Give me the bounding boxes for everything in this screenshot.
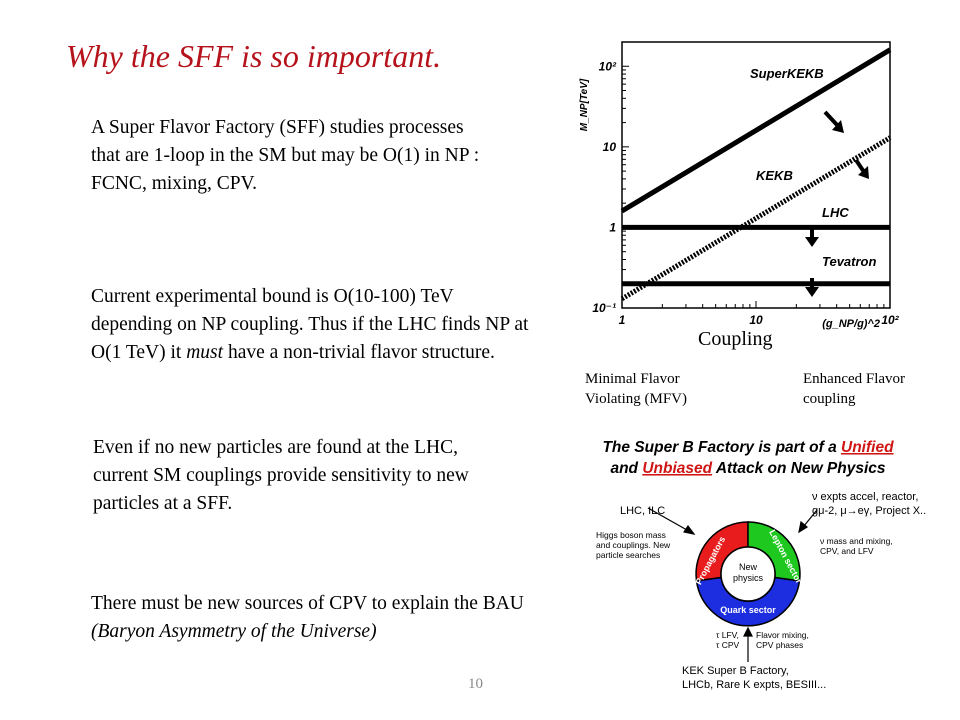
label-higgs-3: particle searches — [596, 550, 660, 560]
label-nu-mass-2: CPV, and LFV — [820, 546, 874, 556]
label-tau-2: τ CPV — [716, 640, 740, 650]
arrow-lhc — [805, 227, 819, 247]
arrow-superkekb — [823, 110, 844, 133]
paragraph-bound-emphasis: must — [186, 342, 224, 363]
paragraph-sm-couplings: Even if no new particles are found at th… — [93, 437, 469, 514]
paragraph-cpv-text: There must be new sources of CPV to expl… — [91, 593, 524, 614]
y-tick-label: 10 — [603, 140, 617, 154]
label-nu-expts-2: gμ-2, μ→eγ, Project X.. — [812, 505, 926, 517]
caption-enhanced: Enhanced Flavor coupling — [803, 369, 905, 409]
diagram-title-line1: The Super B Factory is part of a Unified — [602, 439, 894, 456]
diagram-title-line2: and Unbiased Attack on New Physics — [610, 460, 885, 477]
ring-center-line2: physics — [733, 573, 764, 583]
coupling-label: Coupling — [698, 328, 773, 350]
paragraph-bound-text: Current experimental bound is O(10-100) … — [91, 286, 529, 363]
series-label-kekb: KEKB — [756, 168, 793, 183]
caption-mfv: Minimal Flavor Violating (MFV) — [585, 369, 687, 409]
diagram-arrows — [647, 507, 818, 662]
slide-title: Why the SFF is so important. — [66, 38, 442, 74]
label-flavor-1: Flavor mixing, — [756, 630, 809, 640]
series-layer — [620, 47, 892, 301]
x-tick-label: 10² — [881, 313, 899, 327]
label-tau-1: τ LFV, — [716, 630, 739, 640]
label-kek-2: LHCb, Rare K expts, BESIII... — [682, 679, 826, 691]
x-tick-label: 1 — [619, 313, 626, 327]
caption-enhanced-line1: Enhanced Flavor — [803, 371, 906, 387]
ring-center-line1: New — [739, 562, 758, 572]
label-higgs-1: Higgs boson mass — [596, 530, 666, 540]
series-line-kekb — [620, 135, 892, 301]
paragraph-cpv-sources: There must be new sources of CPV to expl… — [91, 590, 531, 646]
page-number: 10 — [468, 676, 483, 692]
paragraph-bound-text-end: have a non-trivial flavor structure. — [223, 342, 495, 363]
caption-mfv-line1: Minimal Flavor — [585, 371, 680, 387]
ring-label-quark: Quark sector — [720, 605, 776, 615]
super-b-diagram: The Super B Factory is part of a Unified… — [596, 439, 926, 691]
arrow-tevatron — [805, 278, 819, 297]
x-axis-label: (g_NP/g)^2 — [822, 318, 880, 330]
y-tick-label: 10⁻¹ — [592, 301, 616, 315]
paragraph-experimental-bound: Current experimental bound is O(10-100) … — [91, 283, 531, 367]
physics-ring: New physics Propagators Lepton sector Qu… — [693, 521, 804, 627]
series-label-lhc: LHC — [822, 205, 849, 220]
x-tick-label: 10 — [749, 313, 763, 327]
paragraph-cpv-emphasis: (Baryon Asymmetry of the Universe) — [91, 621, 377, 642]
paragraph-sff-studies: A Super Flavor Factory (SFF) studies pro… — [91, 117, 480, 194]
label-nu-mass-1: ν mass and mixing, — [820, 536, 893, 546]
y-axis-label: M_NP[TeV] — [579, 78, 590, 131]
series-label-superkekb: SuperKEKB — [750, 66, 824, 81]
series-label-tevatron: Tevatron — [822, 254, 876, 269]
label-flavor-2: CPV phases — [756, 640, 803, 650]
caption-enhanced-line2: coupling — [803, 391, 856, 407]
arrow-kekb — [854, 158, 869, 179]
label-higgs-2: and couplings. New — [596, 540, 671, 550]
label-nu-expts-1: ν expts accel, reactor, — [812, 491, 918, 503]
y-tick-label: 1 — [609, 220, 616, 234]
y-tick-label: 10² — [599, 59, 617, 73]
caption-mfv-line2: Violating (MFV) — [585, 391, 688, 407]
label-lhc-ilc: LHC, ILC — [620, 505, 665, 517]
series-line-superkekb — [620, 47, 892, 214]
label-kek-1: KEK Super B Factory, — [682, 665, 789, 677]
